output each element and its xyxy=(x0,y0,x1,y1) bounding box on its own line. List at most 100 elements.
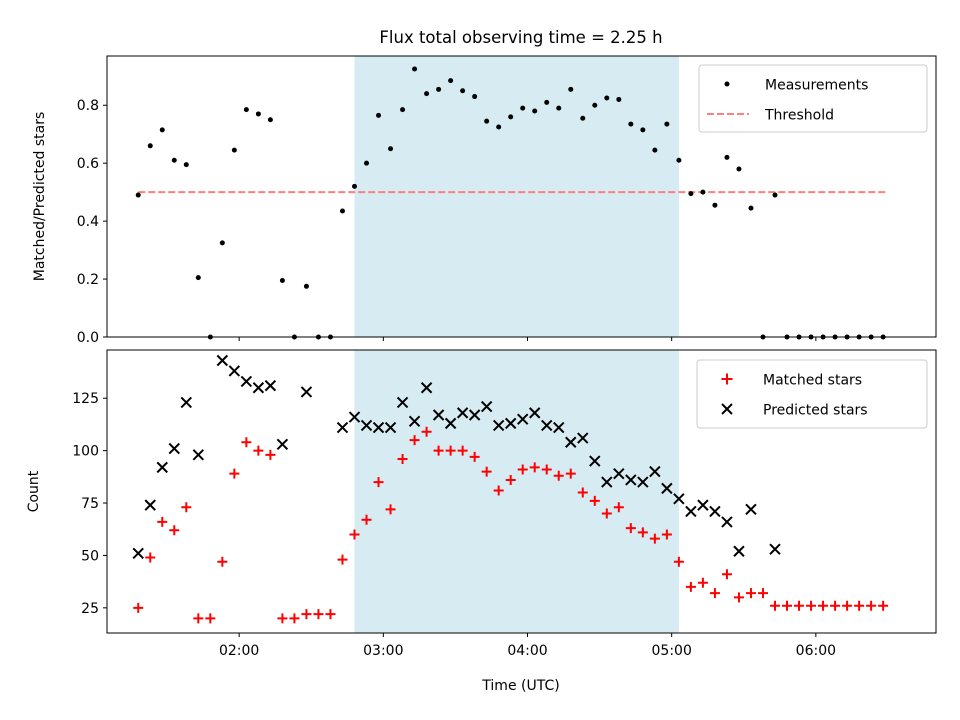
matched-star-point xyxy=(445,445,456,456)
observing-window-span xyxy=(354,56,679,337)
predicted-star-point xyxy=(480,400,493,413)
predicted-star-point xyxy=(721,516,733,528)
matched-star-point xyxy=(193,613,204,624)
matched-star-point xyxy=(253,445,264,456)
top-legend-box xyxy=(698,64,928,133)
matched-star-point xyxy=(806,600,817,611)
measurement-point xyxy=(472,94,478,100)
top-axes-frame xyxy=(106,55,937,338)
y-tick-label: 50 xyxy=(81,548,99,564)
matched-star-point xyxy=(457,445,468,456)
matched-star-point xyxy=(673,556,684,567)
bottom-y-axis-label: Count xyxy=(26,470,42,512)
legend-marker-measurements xyxy=(724,81,730,87)
predicted-star-point xyxy=(745,503,757,516)
matched-star-point xyxy=(277,613,288,624)
matched-star-point xyxy=(421,426,432,437)
bottom-x-ticks: 02:00 03:00 04:00 05:00 06:00 xyxy=(219,633,836,659)
y-tick-label: 25 xyxy=(81,601,99,617)
top-y-ticks: 0.0 0.2 0.4 0.6 0.8 xyxy=(77,98,107,346)
predicted-star-point xyxy=(504,417,517,430)
legend-label-matched: Matched stars xyxy=(763,373,862,389)
predicted-star-point xyxy=(420,382,433,394)
predicted-star-point xyxy=(240,375,253,388)
predicted-star-point xyxy=(144,499,156,511)
measurement-point xyxy=(255,111,261,117)
matched-star-point xyxy=(770,600,781,611)
matched-star-point xyxy=(601,508,612,519)
measurement-point xyxy=(412,66,418,72)
matched-star-point xyxy=(842,600,853,611)
measurement-point xyxy=(628,121,634,127)
matched-star-point xyxy=(385,504,396,515)
predicted-star-point xyxy=(685,505,697,518)
legend-label-measurements: Measurements xyxy=(765,78,868,94)
predicted-star-point xyxy=(372,421,385,434)
measurement-point xyxy=(388,146,394,152)
predicted-star-point xyxy=(613,467,625,480)
matched-star-point xyxy=(325,609,336,620)
matched-star-point xyxy=(565,468,576,479)
predicted-star-point xyxy=(300,386,313,398)
matched-star-point xyxy=(169,525,180,536)
predicted-star-point xyxy=(348,411,361,423)
matched-star-point xyxy=(661,529,672,540)
predicted-star-point xyxy=(156,461,168,474)
measurement-point xyxy=(231,147,237,153)
bottom-axes-frame xyxy=(106,349,937,634)
measurement-point xyxy=(496,124,502,130)
measurement-point xyxy=(159,127,165,133)
measurement-point xyxy=(676,157,682,163)
matched-star-point xyxy=(433,445,444,456)
chart-title: Flux total observing time = 2.25 h xyxy=(379,28,662,47)
predicted-star-point xyxy=(192,449,205,461)
matched-star-point xyxy=(469,451,480,462)
predicted-star-point xyxy=(456,407,469,419)
matched-star-point xyxy=(133,602,144,613)
measurement-point xyxy=(568,86,574,92)
predicted-star-point xyxy=(396,396,409,409)
matched-star-point xyxy=(301,609,312,620)
matched-star-point xyxy=(685,581,696,592)
measurement-point xyxy=(712,202,718,208)
measurement-point xyxy=(748,205,754,211)
predicted-star-point xyxy=(216,354,229,367)
predicted-star-point xyxy=(360,419,373,432)
matched-star-point xyxy=(145,552,156,563)
ratio-panel: Flux total observing time = 2.25 h 0.00.… xyxy=(32,28,937,346)
x-tick-label: 04:00 xyxy=(507,643,547,659)
measurement-point xyxy=(243,107,249,113)
predicted-star-point xyxy=(625,474,637,486)
predicted-star-point xyxy=(516,413,529,425)
x-tick-label: 03:00 xyxy=(363,643,403,659)
matched-star-point xyxy=(205,613,216,624)
predicted-star-point xyxy=(444,417,457,430)
predicted-star-point xyxy=(432,409,445,421)
measurement-point xyxy=(580,115,586,121)
ratio-marks xyxy=(135,66,888,340)
x-tick-label: 05:00 xyxy=(652,643,692,659)
measurement-point xyxy=(640,127,646,133)
measurement-point xyxy=(147,143,153,149)
legend-label-predicted: Predicted stars xyxy=(763,403,868,419)
matched-star-point xyxy=(649,533,660,544)
predicted-star-point xyxy=(468,409,481,421)
y-tick-label: 0.6 xyxy=(77,156,99,172)
measurement-point xyxy=(772,192,778,198)
legend-label-threshold: Threshold xyxy=(764,108,834,124)
measurement-point xyxy=(544,99,550,105)
legend-marker-matched xyxy=(721,373,733,385)
measurement-point xyxy=(448,78,454,84)
matched-star-point xyxy=(181,502,192,513)
matched-star-point xyxy=(217,556,228,567)
predicted-star-point xyxy=(553,421,565,434)
matched-star-point xyxy=(493,485,504,496)
predicted-star-point xyxy=(228,365,241,377)
matched-star-point xyxy=(541,464,552,475)
measurement-point xyxy=(195,275,201,281)
predicted-star-point xyxy=(733,545,745,557)
matched-star-point xyxy=(349,529,360,540)
measurement-point xyxy=(351,183,357,189)
bottom-y-ticks: 25 50 75 100 125 xyxy=(72,391,107,617)
